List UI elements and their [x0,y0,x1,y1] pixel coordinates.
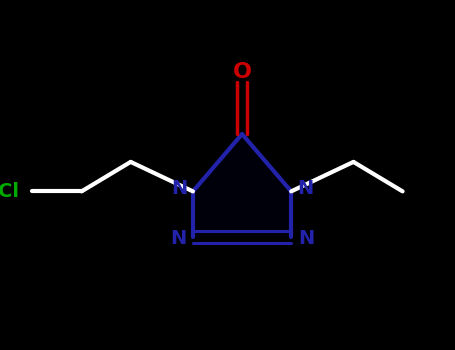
Text: Cl: Cl [0,182,19,201]
Text: N: N [170,229,187,248]
Text: N: N [297,178,313,198]
Polygon shape [193,134,291,237]
Text: N: N [171,178,187,198]
Text: O: O [233,62,252,82]
Text: N: N [298,229,314,248]
